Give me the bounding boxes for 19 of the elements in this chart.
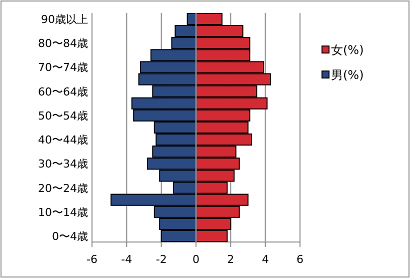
legend-label: 女(%) — [331, 43, 364, 57]
y-tick-label: 40〜44歳 — [38, 134, 88, 147]
x-tick-label: 0 — [192, 253, 200, 266]
y-tick-label: 10〜14歳 — [38, 206, 88, 219]
y-tick-label: 20〜24歳 — [38, 182, 88, 195]
y-tick-label: 60〜64歳 — [38, 85, 88, 98]
x-tick-label: -6 — [86, 253, 98, 266]
y-tick-label: 50〜54歳 — [38, 109, 88, 122]
y-tick-label: 70〜74歳 — [38, 61, 88, 74]
x-tick-label: 4 — [262, 253, 269, 266]
y-tick-label: 30〜34歳 — [38, 158, 88, 171]
legend-label: 男(%) — [331, 68, 364, 82]
x-tick-label: 6 — [296, 253, 304, 266]
y-tick-label: 80〜84歳 — [38, 37, 88, 50]
x-tick-label: 2 — [227, 253, 234, 266]
x-tick-label: -4 — [121, 253, 132, 266]
x-tick-label: -2 — [156, 253, 167, 266]
y-tick-label: 90歳以上 — [41, 13, 88, 26]
y-tick-label: 0〜4歳 — [52, 230, 88, 243]
